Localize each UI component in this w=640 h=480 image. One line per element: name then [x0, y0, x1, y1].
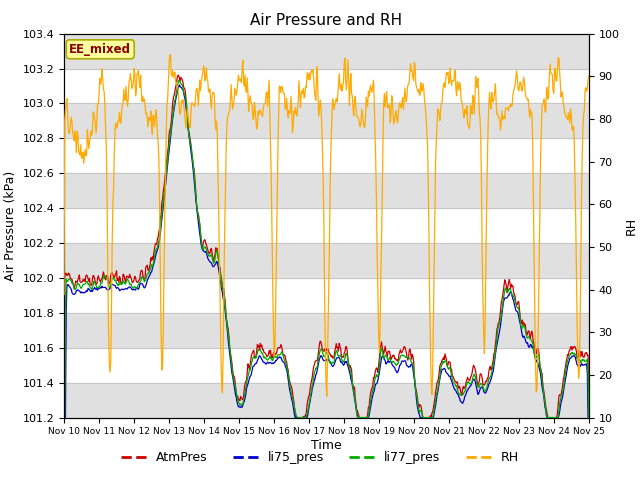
Title: Air Pressure and RH: Air Pressure and RH	[250, 13, 403, 28]
Legend: AtmPres, li75_pres, li77_pres, RH: AtmPres, li75_pres, li77_pres, RH	[116, 446, 524, 469]
Bar	[64, 313, 589, 348]
Text: EE_mixed: EE_mixed	[69, 43, 131, 56]
Y-axis label: Air Pressure (kPa): Air Pressure (kPa)	[4, 170, 17, 281]
Y-axis label: RH: RH	[625, 216, 638, 235]
Bar	[64, 34, 589, 69]
Bar	[64, 103, 589, 138]
X-axis label: Time: Time	[311, 439, 342, 452]
Bar	[64, 243, 589, 278]
Bar	[64, 383, 589, 418]
Bar	[64, 173, 589, 208]
